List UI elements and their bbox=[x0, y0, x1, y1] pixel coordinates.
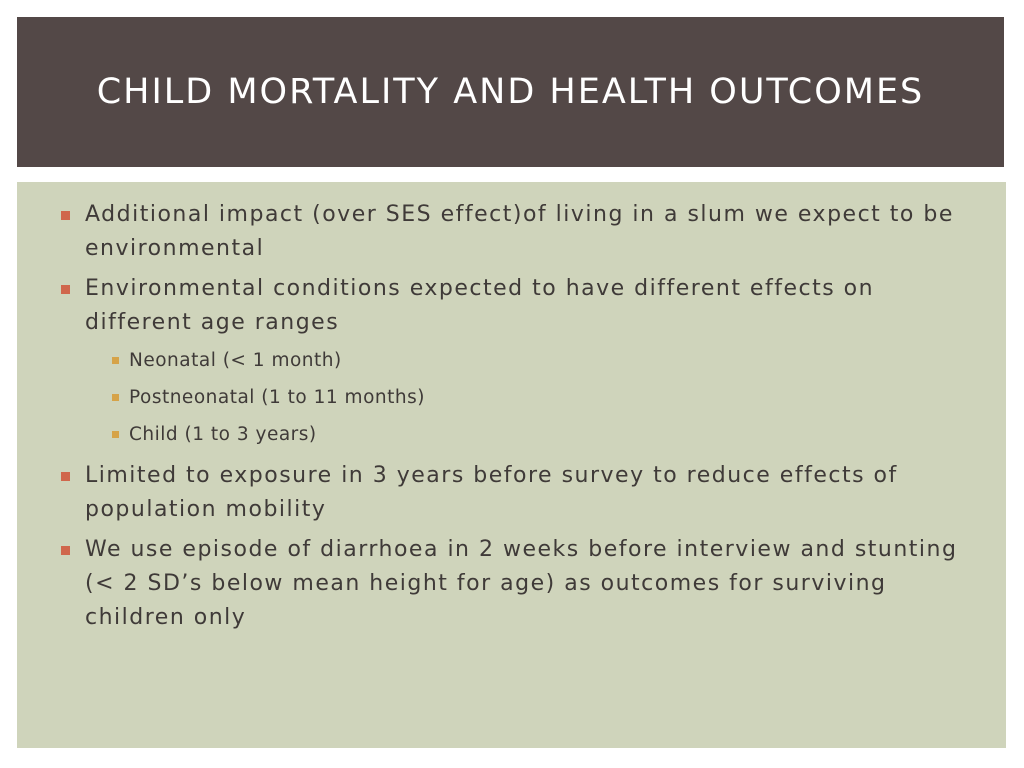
square-bullet-icon bbox=[61, 546, 70, 555]
bullet-item: Additional impact (over SES effect)of li… bbox=[61, 198, 971, 266]
bullet-item: We use episode of diarrhoea in 2 weeks b… bbox=[61, 533, 971, 635]
bullet-item: Environmental conditions expected to hav… bbox=[61, 272, 971, 453]
content-box: Additional impact (over SES effect)of li… bbox=[17, 182, 1006, 748]
bullet-text: We use episode of diarrhoea in 2 weeks b… bbox=[85, 537, 958, 630]
bullet-list: Additional impact (over SES effect)of li… bbox=[61, 198, 971, 641]
small-square-bullet-icon bbox=[112, 431, 119, 438]
title-bar: CHILD MORTALITY AND HEALTH OUTCOMES bbox=[17, 17, 1004, 167]
bullet-text: Environmental conditions expected to hav… bbox=[85, 276, 875, 335]
small-square-bullet-icon bbox=[112, 394, 119, 401]
sub-bullet-text: Postneonatal (1 to 11 months) bbox=[129, 387, 425, 408]
sub-bullet-text: Child (1 to 3 years) bbox=[129, 424, 317, 445]
sub-bullet-item: Neonatal (< 1 month) bbox=[99, 342, 971, 379]
small-square-bullet-icon bbox=[112, 357, 119, 364]
sub-bullet-item: Postneonatal (1 to 11 months) bbox=[99, 379, 971, 416]
square-bullet-icon bbox=[61, 472, 70, 481]
bullet-text: Limited to exposure in 3 years before su… bbox=[85, 463, 898, 522]
sub-bullet-item: Child (1 to 3 years) bbox=[99, 416, 971, 453]
square-bullet-icon bbox=[61, 285, 70, 294]
square-bullet-icon bbox=[61, 211, 70, 220]
sub-bullet-text: Neonatal (< 1 month) bbox=[129, 350, 342, 371]
bullet-text: Additional impact (over SES effect)of li… bbox=[85, 202, 954, 261]
sub-bullet-list: Neonatal (< 1 month) Postneonatal (1 to … bbox=[85, 342, 971, 453]
bullet-item: Limited to exposure in 3 years before su… bbox=[61, 459, 971, 527]
slide-title: CHILD MORTALITY AND HEALTH OUTCOMES bbox=[96, 72, 925, 112]
